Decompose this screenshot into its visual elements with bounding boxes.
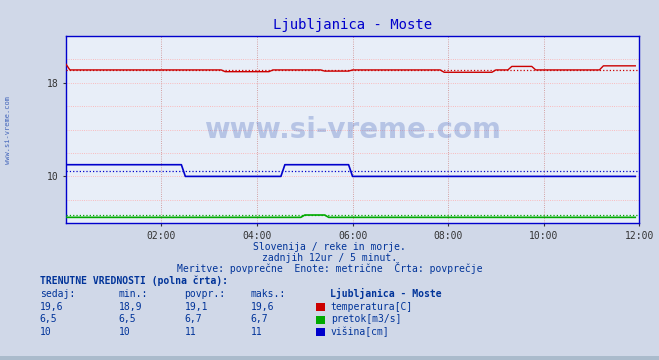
Text: 6,5: 6,5 xyxy=(119,314,136,324)
Text: www.si-vreme.com: www.si-vreme.com xyxy=(5,96,11,163)
Text: www.si-vreme.com: www.si-vreme.com xyxy=(204,116,501,144)
Text: 19,6: 19,6 xyxy=(40,302,63,312)
Text: pretok[m3/s]: pretok[m3/s] xyxy=(331,314,401,324)
Text: 11: 11 xyxy=(250,327,262,337)
Text: Slovenija / reke in morje.: Slovenija / reke in morje. xyxy=(253,242,406,252)
Text: višina[cm]: višina[cm] xyxy=(331,327,389,337)
Text: 11: 11 xyxy=(185,327,196,337)
Text: temperatura[C]: temperatura[C] xyxy=(331,302,413,312)
Text: maks.:: maks.: xyxy=(250,289,285,299)
Text: 6,7: 6,7 xyxy=(185,314,202,324)
Text: povpr.:: povpr.: xyxy=(185,289,225,299)
Text: 10: 10 xyxy=(40,327,51,337)
Text: 10: 10 xyxy=(119,327,130,337)
Text: TRENUTNE VREDNOSTI (polna črta):: TRENUTNE VREDNOSTI (polna črta): xyxy=(40,276,227,287)
Text: 18,9: 18,9 xyxy=(119,302,142,312)
Text: sedaj:: sedaj: xyxy=(40,289,74,299)
Text: Meritve: povprečne  Enote: metrične  Črta: povprečje: Meritve: povprečne Enote: metrične Črta:… xyxy=(177,262,482,274)
Text: zadnjih 12ur / 5 minut.: zadnjih 12ur / 5 minut. xyxy=(262,253,397,263)
Text: 6,7: 6,7 xyxy=(250,314,268,324)
Text: 19,6: 19,6 xyxy=(250,302,274,312)
Title: Ljubljanica - Moste: Ljubljanica - Moste xyxy=(273,18,432,32)
Text: 6,5: 6,5 xyxy=(40,314,57,324)
Text: Ljubljanica - Moste: Ljubljanica - Moste xyxy=(330,288,441,299)
Text: 19,1: 19,1 xyxy=(185,302,208,312)
Text: min.:: min.: xyxy=(119,289,148,299)
